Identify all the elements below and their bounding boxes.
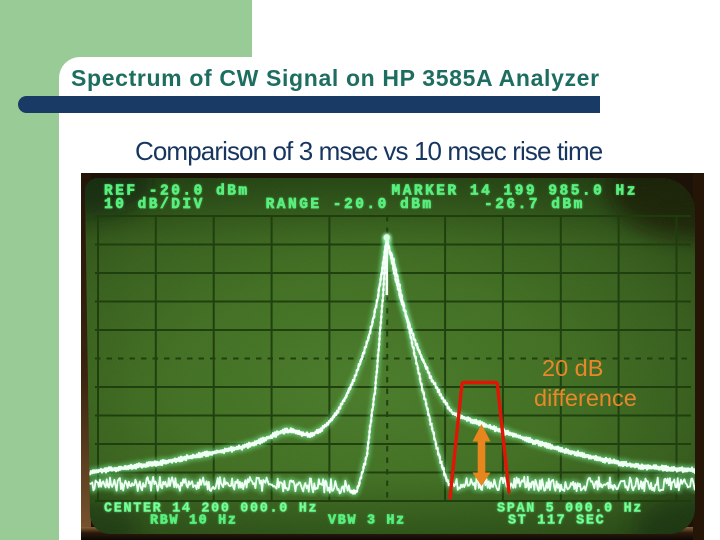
svg-text:RBW 10 Hz: RBW 10 Hz — [150, 514, 238, 529]
svg-text:VBW 3 Hz: VBW 3 Hz — [328, 514, 406, 529]
svg-text:RANGE -20.0 dBm: RANGE -20.0 dBm — [266, 197, 434, 213]
svg-text:ST 117 SEC: ST 117 SEC — [508, 514, 605, 529]
svg-text:10 dB/DIV: 10 dB/DIV — [104, 197, 205, 213]
svg-text:CENTER 14 200 000.0 Hz: CENTER 14 200 000.0 Hz — [104, 502, 318, 517]
svg-text:MARKER 14 199 985.0 Hz: MARKER 14 199 985.0 Hz — [392, 184, 638, 200]
svg-text:SPAN 5 000.0 Hz: SPAN 5 000.0 Hz — [497, 502, 643, 517]
svg-text:-26.7 dBm: -26.7 dBm — [484, 197, 585, 213]
svg-text:10 dB/DIV: 10 dB/DIV — [104, 197, 205, 213]
svg-text:-26.7 dBm: -26.7 dBm — [484, 197, 585, 213]
svg-text:RANGE -20.0 dBm: RANGE -20.0 dBm — [266, 197, 434, 213]
svg-text:MARKER 14 199 985.0 Hz: MARKER 14 199 985.0 Hz — [392, 184, 638, 200]
svg-text:VBW 3 Hz: VBW 3 Hz — [328, 514, 406, 529]
svg-text:REF -20.0 dBm: REF -20.0 dBm — [104, 184, 250, 200]
svg-text:SPAN 5 000.0 Hz: SPAN 5 000.0 Hz — [497, 502, 643, 517]
svg-text:CENTER 14 200 000.0 Hz: CENTER 14 200 000.0 Hz — [104, 502, 318, 517]
svg-text:RBW 10 Hz: RBW 10 Hz — [150, 514, 238, 529]
svg-text:REF -20.0 dBm: REF -20.0 dBm — [104, 184, 250, 200]
svg-text:ST 117 SEC: ST 117 SEC — [508, 514, 605, 529]
